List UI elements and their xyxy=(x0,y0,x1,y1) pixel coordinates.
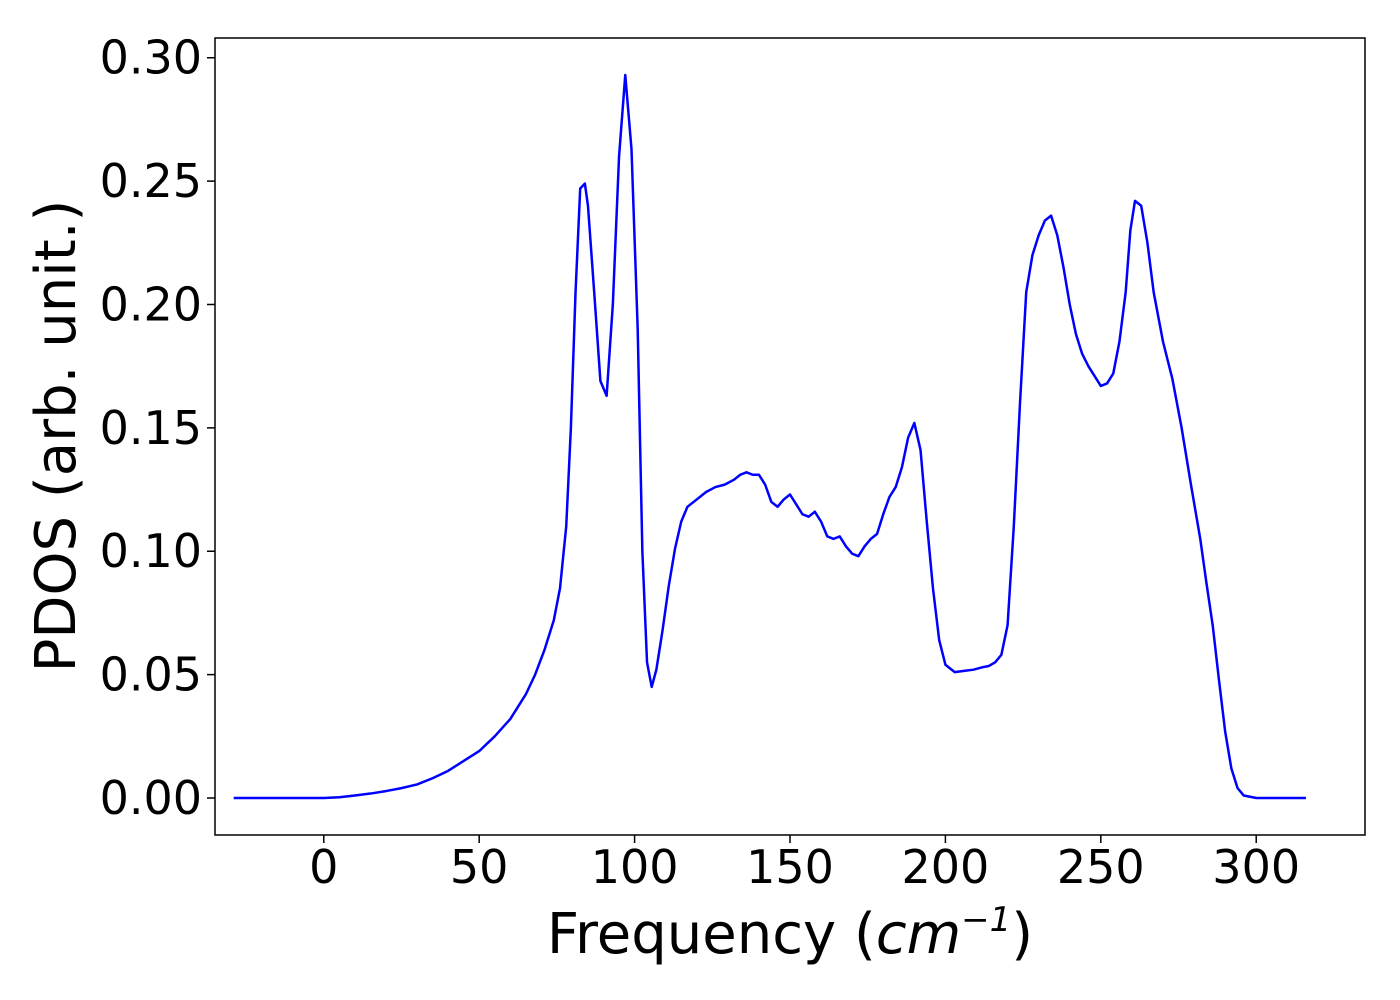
y-tick-label: 0.25 xyxy=(100,154,202,208)
y-tick-label: 0.00 xyxy=(100,771,202,825)
x-tick-label: 50 xyxy=(450,840,509,894)
y-tick-label: 0.30 xyxy=(100,31,202,85)
plot-area xyxy=(214,37,1366,836)
x-axis-ticks: 0 50 100 150 200 250 300 xyxy=(309,835,1300,894)
x-tick-label: 200 xyxy=(901,840,989,894)
pdos-series-line xyxy=(233,73,1306,800)
y-tick-label: 0.20 xyxy=(100,277,202,331)
x-axis-label: Frequency (cm−1) xyxy=(547,900,1033,967)
y-axis-label: PDOS (arb. unit.) xyxy=(24,200,89,673)
x-tick-label: 150 xyxy=(746,840,834,894)
x-tick-label: 300 xyxy=(1212,840,1300,894)
y-axis-ticks: 0.00 0.05 0.10 0.15 0.20 0.25 0.30 xyxy=(100,31,215,825)
x-tick-label: 0 xyxy=(309,840,338,894)
plot-frame xyxy=(214,37,1366,836)
x-tick-label: 100 xyxy=(591,840,679,894)
x-tick-label: 250 xyxy=(1057,840,1145,894)
y-tick-label: 0.10 xyxy=(100,524,202,578)
y-tick-label: 0.15 xyxy=(100,401,202,455)
y-tick-label: 0.05 xyxy=(100,648,202,702)
